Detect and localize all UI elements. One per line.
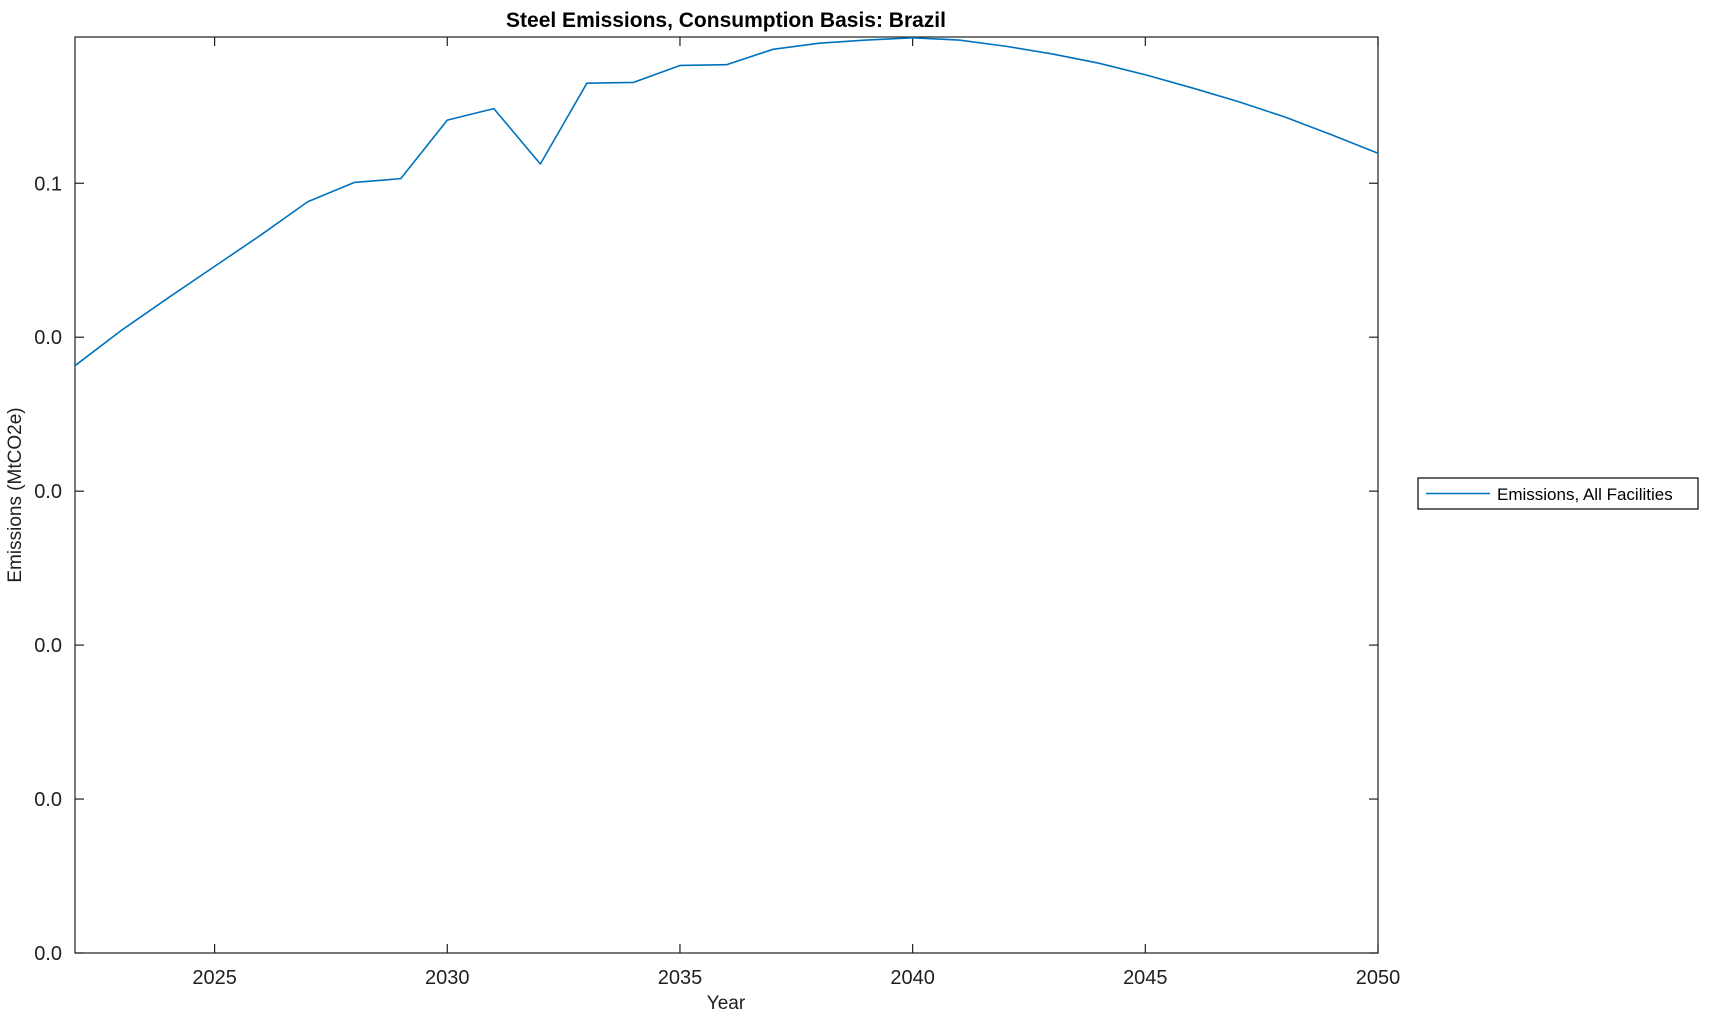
y-tick-label: 0.0	[34, 481, 62, 503]
y-tick-label: 0.0	[34, 635, 62, 657]
tick-labels: 2025 2030 2035 2040 2045 2050 0.0 0.0 0.0 0.0 0.0 0…	[34, 173, 1400, 989]
emissions-series-line	[74, 36, 1379, 367]
x-tick-label: 2040	[890, 967, 935, 989]
x-axis-label: Year	[707, 993, 746, 1014]
y-tick-label: 0.0	[34, 789, 62, 811]
tick-marks	[75, 37, 1379, 954]
y-tick-label: 0.0	[34, 943, 62, 965]
y-axis-label: Emissions (MtCO2e)	[5, 407, 26, 582]
y-tick-label: 0.0	[34, 327, 62, 349]
x-tick-label: 2050	[1356, 967, 1401, 989]
x-tick-label: 2030	[425, 967, 470, 989]
legend: Emissions, All Facilities	[1417, 477, 1699, 510]
y-tick-label: 0.1	[34, 173, 62, 195]
x-tick-label: 2045	[1123, 967, 1168, 989]
plot-area	[74, 36, 1379, 954]
legend-label: Emissions, All Facilities	[1497, 485, 1673, 504]
x-tick-label: 2025	[192, 967, 237, 989]
x-tick-label: 2035	[658, 967, 703, 989]
chart-title: Steel Emissions, Consumption Basis: Braz…	[506, 9, 946, 32]
